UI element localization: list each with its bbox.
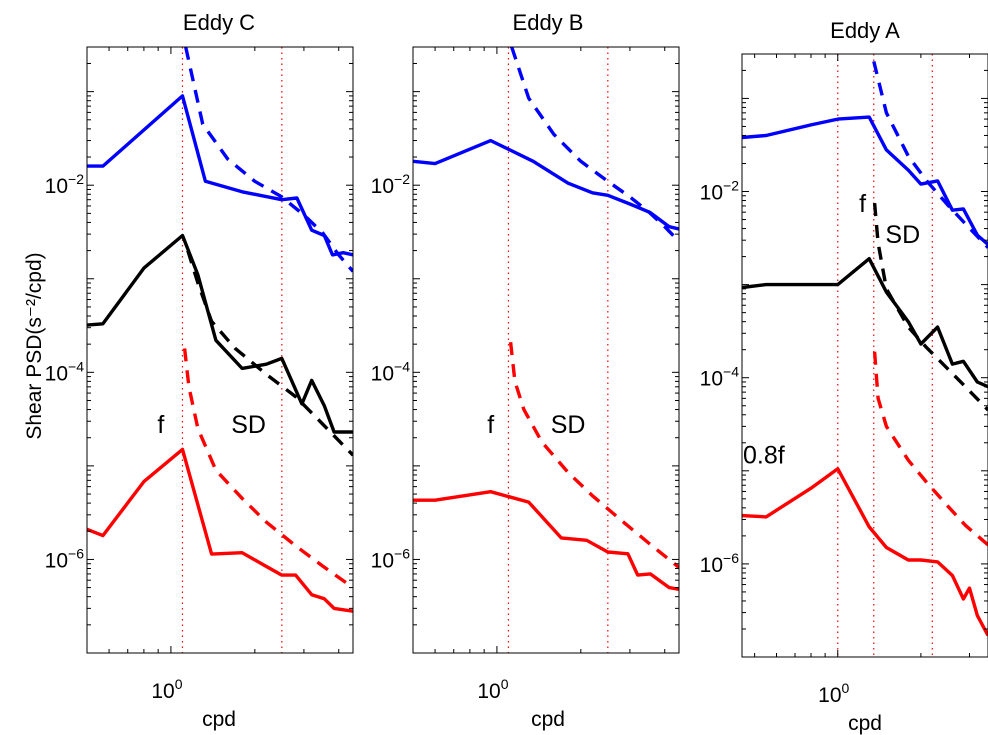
- axes-box: [412, 46, 680, 654]
- y-tick-label: 10−2: [45, 171, 85, 198]
- series-line-red-dashed: [508, 342, 679, 569]
- series-line-blue-dashed: [184, 47, 353, 273]
- panel-eddy-a: Eddy A 10−2 10−4 10−6 100 f SD 0.8f cpd: [700, 18, 988, 735]
- panel-title: Eddy B: [513, 10, 584, 35]
- series-line-red-dashed: [182, 348, 353, 589]
- y-tick-label: 10−4: [700, 364, 740, 391]
- annotation-label: f: [487, 411, 494, 439]
- series-line-black-solid: [742, 257, 988, 389]
- series-line-red-solid: [413, 490, 679, 591]
- series-line-blue-solid: [87, 94, 353, 257]
- y-axis-label: Shear PSD(s⁻²/cpd): [23, 252, 46, 439]
- x-tick-label: 100: [151, 676, 182, 703]
- plot-area: 10−2 10−4 10−6 100 f SD 0.8f: [700, 53, 988, 707]
- x-tick-label: 100: [477, 676, 508, 703]
- y-tick-label: 10−6: [371, 545, 411, 572]
- y-tick-label: 10−4: [371, 358, 411, 385]
- panel-title: Eddy C: [183, 10, 255, 35]
- annotation-label: SD: [231, 411, 266, 439]
- axes-box: [741, 53, 988, 658]
- panel-eddy-b: Eddy B 10−2 10−4 10−6 100 f SD cpd: [371, 10, 680, 731]
- panel-title: Eddy A: [830, 18, 900, 43]
- panel-eddy-c: Eddy C 10−2 10−4 10−6 100 f SD cpd Shear PSD(…: [23, 10, 354, 731]
- plot-area: 10−2 10−4 10−6 100 f SD: [45, 46, 354, 703]
- annotation-label: SD: [551, 411, 586, 439]
- y-tick-label: 10−6: [45, 545, 85, 572]
- y-tick-label: 10−2: [371, 171, 411, 198]
- series-group: [87, 47, 353, 613]
- y-tick-label: 10−2: [700, 178, 740, 205]
- annotation-label: f: [157, 411, 164, 439]
- plot-area: 10−2 10−4 10−6 100 f SD: [371, 46, 680, 703]
- series-line-black-dashed: [872, 202, 988, 412]
- y-tick-label: 10−6: [700, 550, 740, 577]
- x-tick-label: 100: [818, 680, 849, 707]
- annotation-label: 0.8f: [743, 441, 785, 469]
- series-line-blue-dashed: [510, 47, 679, 243]
- y-tick-label: 10−4: [45, 358, 85, 385]
- series-line-red-dashed: [872, 351, 988, 547]
- series-line-blue-solid: [742, 115, 988, 246]
- axes-box: [86, 46, 354, 654]
- series-group: [742, 60, 988, 637]
- series-line-red-solid: [742, 467, 988, 637]
- series-group: [413, 47, 679, 591]
- x-axis-label: cpd: [202, 708, 236, 731]
- x-axis-label: cpd: [848, 712, 882, 735]
- annotation-label: f: [859, 190, 866, 218]
- series-line-red-solid: [87, 447, 353, 613]
- annotation-label: SD: [885, 221, 920, 249]
- series-line-blue-dashed: [872, 60, 988, 249]
- x-axis-label: cpd: [531, 708, 565, 731]
